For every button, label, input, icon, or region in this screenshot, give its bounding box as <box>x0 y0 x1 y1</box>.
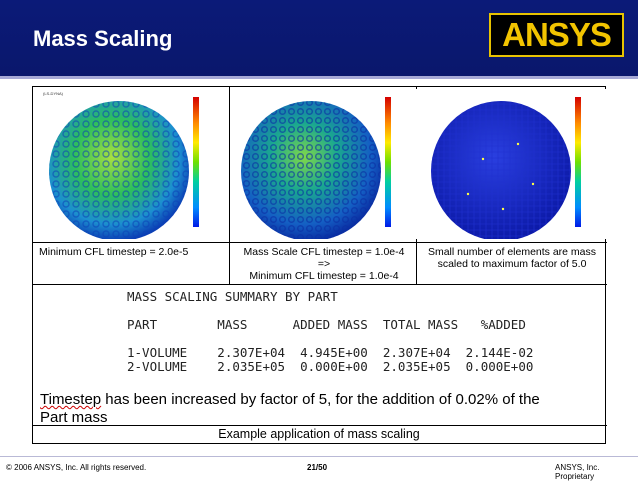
logo-text: ANSYS <box>502 16 612 53</box>
content-table: (LS-DYNA) Minimum CFL timestep = 2.0e-5 <box>32 86 609 444</box>
summary-title: MASS SCALING SUMMARY BY PART <box>127 289 338 304</box>
slide-content: (LS-DYNA) Minimum CFL timestep = 2.0e-5 <box>32 86 609 446</box>
example-caption: Example application of mass scaling <box>218 427 420 441</box>
simulation-image-2 <box>233 89 419 239</box>
table-divider <box>229 87 230 284</box>
panel-3-caption: Small number of elements are mass scaled… <box>427 246 597 270</box>
summary-headers: PART MASS ADDED MASS TOTAL MASS %ADDED <box>127 317 526 332</box>
footer-proprietary: ANSYS, Inc. Proprietary <box>555 463 600 481</box>
footer-copyright: © 2006 ANSYS, Inc. All rights reserved. <box>6 463 147 472</box>
panel-2-caption: Mass Scale CFL timestep = 1.0e-4 => Mini… <box>243 246 405 282</box>
page-number: 21/50 <box>307 463 328 472</box>
mass-scaling-summary: MASS SCALING SUMMARY BY PART PART MASS A… <box>127 289 537 379</box>
simulation-image-3 <box>423 89 609 239</box>
table-divider <box>33 284 607 285</box>
slide-title: Mass Scaling <box>33 26 173 51</box>
svg-text:(LS-DYNA): (LS-DYNA) <box>43 91 64 96</box>
simulation-image-1: (LS-DYNA) <box>41 89 227 239</box>
footer-divider <box>0 456 638 457</box>
slide-header: Mass Scaling ANSYS <box>0 0 638 79</box>
summary-row: 2-VOLUME 2.035E+05 0.000E+00 2.035E+05 0… <box>127 359 534 374</box>
summary-row: 1-VOLUME 2.307E+04 4.945E+00 2.307E+04 2… <box>127 345 534 360</box>
table-divider <box>33 425 607 426</box>
table-divider <box>33 242 607 243</box>
panel-1-caption: Minimum CFL timestep = 2.0e-5 <box>39 246 189 258</box>
timestep-note: Timestep has been increased by factor of… <box>40 391 540 426</box>
ansys-logo: ANSYS <box>489 13 624 57</box>
